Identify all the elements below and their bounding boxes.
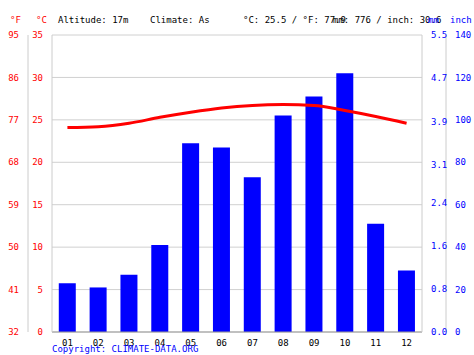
svg-text:5: 5 [38, 285, 43, 295]
svg-text:20: 20 [32, 157, 43, 167]
svg-text:59: 59 [8, 200, 19, 210]
svg-text:09: 09 [309, 338, 320, 348]
svg-text:25: 25 [32, 115, 43, 125]
svg-text:40: 40 [455, 242, 466, 252]
svg-text:11: 11 [370, 338, 381, 348]
svg-text:120: 120 [455, 73, 466, 83]
svg-text:4.7: 4.7 [431, 73, 447, 83]
svg-text:0.8: 0.8 [431, 284, 447, 294]
svg-text:80: 80 [455, 157, 466, 167]
svg-text:0: 0 [38, 327, 43, 337]
svg-text:5.5: 5.5 [431, 30, 447, 40]
svg-text:3.9: 3.9 [431, 117, 447, 127]
svg-text:20: 20 [455, 285, 466, 295]
svg-text:0: 0 [455, 327, 460, 337]
svg-text:60: 60 [455, 200, 466, 210]
svg-text:100: 100 [455, 115, 466, 125]
svg-text:32: 32 [8, 327, 19, 337]
svg-text:0.0: 0.0 [431, 327, 447, 337]
svg-text:50: 50 [8, 242, 19, 252]
svg-text:77: 77 [8, 115, 19, 125]
svg-text:95: 95 [8, 30, 19, 40]
svg-text:15: 15 [32, 200, 43, 210]
svg-text:3.1: 3.1 [431, 160, 447, 170]
svg-text:41: 41 [8, 285, 19, 295]
svg-text:06: 06 [216, 338, 227, 348]
svg-text:2.4: 2.4 [431, 198, 447, 208]
svg-text:30: 30 [32, 73, 43, 83]
svg-text:07: 07 [247, 338, 258, 348]
svg-text:12: 12 [401, 338, 412, 348]
svg-text:10: 10 [339, 338, 350, 348]
svg-text:68: 68 [8, 157, 19, 167]
svg-text:08: 08 [278, 338, 289, 348]
svg-text:1.6: 1.6 [431, 241, 447, 251]
svg-text:35: 35 [32, 30, 43, 40]
svg-text:10: 10 [32, 242, 43, 252]
svg-text:140: 140 [455, 30, 466, 40]
svg-text:86: 86 [8, 73, 19, 83]
